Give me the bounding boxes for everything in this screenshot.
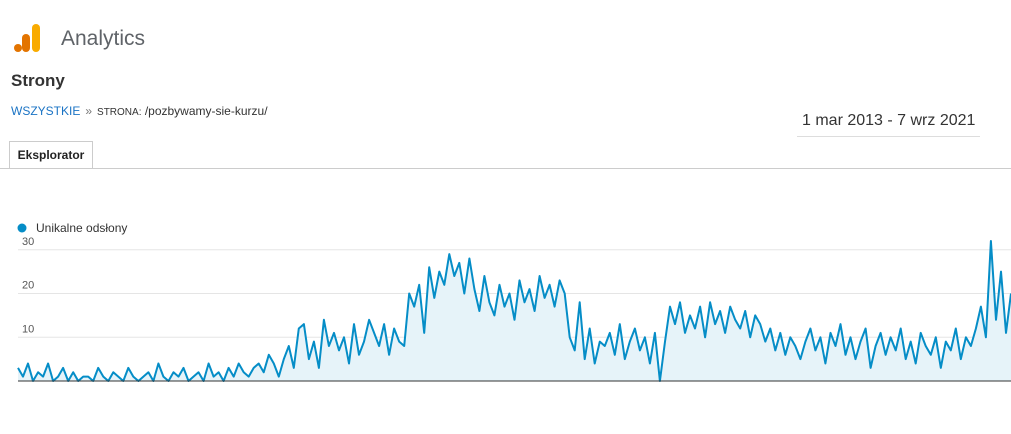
- legend-label: Unikalne odsłony: [36, 221, 127, 235]
- area: [18, 241, 1011, 381]
- breadcrumb-separator: »: [85, 104, 93, 118]
- tab[interactable]: Eksplorator: [9, 141, 93, 169]
- line: [17, 240, 1011, 382]
- logo: [14, 24, 40, 52]
- y-tick-label: 30: [22, 236, 34, 248]
- date-range[interactable]: 1 mar 2013 - 7 wrz 2021: [797, 110, 981, 137]
- breadcrumb-label: STRONA:: [97, 107, 142, 118]
- breadcrumb: WSZYSTKIE » STRONA: /pozbywamy-sie-kurzu/: [11, 104, 268, 118]
- page-title: Strony: [11, 71, 65, 90]
- y-tick-label: 20: [22, 280, 34, 292]
- brand: Analytics: [61, 27, 146, 50]
- legend-marker: [17, 223, 27, 233]
- breadcrumb-path: /pozbywamy-sie-kurzu/: [144, 104, 268, 118]
- y-tick-label: 10: [22, 323, 34, 335]
- tab-line: [0, 168, 1011, 169]
- breadcrumb-root[interactable]: WSZYSTKIE: [11, 104, 81, 118]
